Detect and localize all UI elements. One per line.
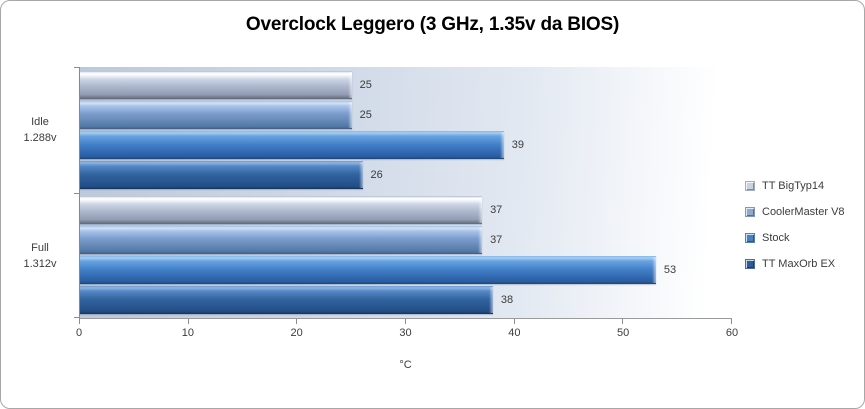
category-axis-labels: Idle 1.288v Full 1.312v xyxy=(5,67,75,319)
legend: TT BigTyp14 CoolerMaster V8 Stock TT MaxOrb… xyxy=(745,180,845,270)
bar-value-label: 38 xyxy=(500,294,514,307)
x-axis-tick xyxy=(622,319,624,324)
legend-item: CoolerMaster V8 xyxy=(745,206,845,218)
x-axis-tick-label: 10 xyxy=(181,327,194,339)
bar-value-label: 37 xyxy=(490,204,503,217)
bar-value-label: 39 xyxy=(511,138,525,151)
bar xyxy=(80,256,656,285)
bar-value-label: 26 xyxy=(370,168,383,181)
bar-row: 38 xyxy=(80,286,732,315)
bar xyxy=(80,226,483,255)
bar-row: 39 xyxy=(80,130,732,159)
legend-swatch xyxy=(745,259,755,269)
x-axis-title: °C xyxy=(399,359,412,371)
x-axis-tick xyxy=(405,319,406,324)
bar-row: 25 xyxy=(80,100,732,129)
legend-label: TT MaxOrb EX xyxy=(762,258,836,270)
bar xyxy=(80,130,504,159)
bar-value-label: 37 xyxy=(490,234,503,247)
bar xyxy=(80,70,352,99)
bar-group: 25 25 39 26 xyxy=(80,67,732,193)
legend-item: TT MaxOrb EX xyxy=(745,258,845,270)
bar-row: 37 xyxy=(80,226,732,255)
y-axis-tick xyxy=(74,317,79,318)
bar xyxy=(80,160,363,189)
x-axis-tick-label: 50 xyxy=(617,327,630,339)
x-axis-tick xyxy=(513,319,515,324)
category-label-line1: Full xyxy=(31,241,49,254)
bar-group: 37 37 53 38 xyxy=(80,193,732,319)
category-label-line2: 1.312v xyxy=(23,258,57,270)
bar xyxy=(80,196,483,225)
x-axis-tick xyxy=(187,319,189,324)
x-axis-tick-label: 40 xyxy=(508,327,521,339)
x-axis-tick xyxy=(731,319,732,324)
legend-label: Stock xyxy=(762,232,790,244)
bar xyxy=(80,100,352,129)
chart-title: Overclock Leggero (3 GHz, 1.35v da BIOS) xyxy=(245,14,620,35)
bar-value-label: 25 xyxy=(359,78,372,91)
legend-item: Stock xyxy=(745,232,845,244)
x-axis-tick-label: 30 xyxy=(399,327,412,339)
x-axis-tick-label: 60 xyxy=(725,327,739,339)
y-axis-tick xyxy=(74,192,79,194)
x-axis-tick-label: 20 xyxy=(290,327,303,339)
legend-swatch xyxy=(745,207,755,217)
bar-value-label: 25 xyxy=(359,108,372,121)
legend-item: TT BigTyp14 xyxy=(745,180,845,192)
plot-area: 25 25 39 26 37 37 53 38 xyxy=(74,67,732,324)
x-axis-tick xyxy=(296,319,298,324)
category-label: Idle 1.288v xyxy=(5,67,75,193)
category-label: Full 1.312v xyxy=(5,193,75,319)
legend-swatch xyxy=(745,181,755,191)
legend-label: TT BigTyp14 xyxy=(762,180,825,192)
bar-row: 26 xyxy=(80,160,732,189)
category-label-line2: 1.288v xyxy=(23,132,57,144)
x-axis-tick xyxy=(79,319,80,324)
x-axis-tick-labels: 0 10 20 30 40 50 60 xyxy=(75,327,738,341)
x-axis-tick-label: 0 xyxy=(75,327,83,339)
bar xyxy=(80,286,493,315)
bar-value-label: 53 xyxy=(663,264,677,277)
bar-row: 53 xyxy=(80,256,732,285)
legend-label: CoolerMaster V8 xyxy=(762,206,845,218)
category-label-line1: Idle xyxy=(31,115,49,128)
bar-row: 25 xyxy=(80,70,732,99)
legend-swatch xyxy=(745,233,755,243)
y-axis-tick xyxy=(74,67,79,68)
bar-row: 37 xyxy=(80,196,732,225)
